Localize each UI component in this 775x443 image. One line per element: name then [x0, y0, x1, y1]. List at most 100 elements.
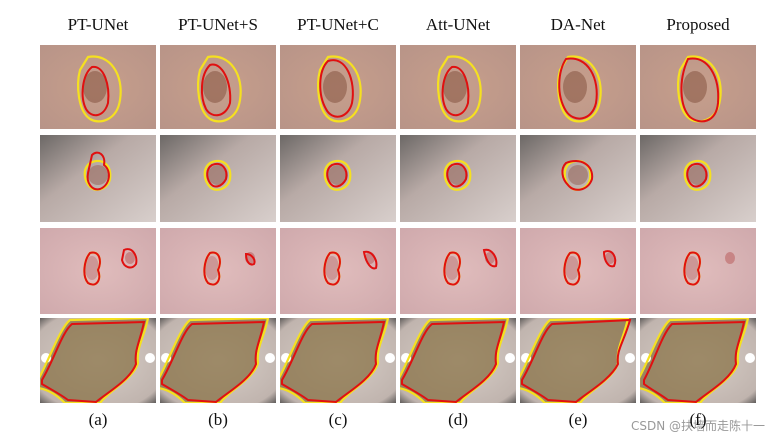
image-cell [520, 135, 636, 222]
column-header: PT-UNet+C [297, 15, 379, 34]
lesion [83, 71, 107, 103]
image [520, 135, 636, 222]
lesion [565, 256, 579, 280]
image [40, 318, 156, 403]
prediction-contour [561, 160, 594, 191]
prediction-contour [319, 59, 354, 118]
image [160, 318, 276, 403]
image-cell [160, 45, 276, 129]
glare [505, 353, 515, 363]
prediction-contour [83, 248, 138, 286]
image [280, 135, 396, 222]
column-header: PT-UNet+S [178, 15, 258, 34]
image [40, 45, 156, 129]
lesion [520, 318, 628, 403]
prediction-contour [521, 318, 632, 403]
column-header: DA-Net [551, 15, 606, 34]
image-cell [640, 135, 756, 222]
column-label: (d) [448, 410, 468, 429]
image [400, 135, 516, 222]
column-label: (e) [569, 410, 588, 429]
lesion [563, 71, 587, 103]
prediction-contour [563, 250, 617, 286]
prediction-contour [558, 57, 598, 120]
image-cell [160, 318, 276, 403]
image [640, 228, 756, 314]
image-cell [40, 318, 156, 403]
image-cell [640, 318, 756, 403]
prediction-contour [206, 163, 228, 188]
lesion [125, 252, 135, 264]
image [40, 228, 156, 314]
prediction-contour [401, 320, 506, 403]
column-label: (b) [208, 410, 228, 429]
lesion [205, 256, 219, 280]
image [40, 135, 156, 222]
lesion [85, 256, 99, 280]
prediction-contour [643, 320, 746, 403]
image [400, 45, 516, 129]
image-cell [160, 135, 276, 222]
ground-truth-contour [437, 55, 482, 123]
image [520, 228, 636, 314]
glare [145, 353, 155, 363]
image [640, 135, 756, 222]
glare [385, 353, 395, 363]
lesion [445, 256, 459, 280]
ground-truth-contour [203, 159, 232, 191]
image-cell [160, 228, 276, 314]
ground-truth-contour [557, 55, 602, 123]
ground-truth-contour [77, 55, 122, 123]
prediction-contour [203, 251, 256, 286]
image [640, 318, 756, 403]
column-header: Proposed [666, 15, 730, 34]
image-cell [640, 45, 756, 129]
image [280, 228, 396, 314]
lesion [683, 71, 707, 103]
lesion [568, 165, 588, 185]
prediction-contour [680, 57, 720, 123]
image-cell [520, 228, 636, 314]
lesion [328, 165, 348, 185]
prediction-contour [41, 320, 146, 403]
column-label: (f) [690, 410, 707, 429]
ground-truth-contour [280, 318, 390, 403]
image-cell [400, 228, 516, 314]
prediction-contour [161, 320, 266, 403]
ground-truth-contour [197, 55, 242, 123]
image [640, 45, 756, 129]
image-cell [400, 45, 516, 129]
ground-truth-contour [400, 318, 510, 403]
image-cell [40, 135, 156, 222]
image [520, 318, 636, 403]
lesion [448, 165, 468, 185]
glare [745, 353, 755, 363]
lesion [203, 71, 227, 103]
prediction-contour [86, 151, 110, 191]
lesion [443, 71, 467, 103]
image [400, 228, 516, 314]
ground-truth-contour [640, 318, 750, 403]
lesion [88, 165, 108, 185]
image-cell [520, 318, 636, 403]
column-header: Att-UNet [426, 15, 490, 34]
ground-truth-contour [317, 55, 362, 123]
image-cell [280, 135, 396, 222]
image [280, 45, 396, 129]
ground-truth-contour [683, 159, 712, 191]
prediction-contour [326, 163, 348, 188]
lesion [208, 165, 228, 185]
glare [625, 353, 635, 363]
image-cell [40, 228, 156, 314]
prediction-contour [81, 65, 110, 117]
lesion [325, 256, 339, 280]
image [280, 318, 396, 403]
ground-truth-contour [323, 159, 352, 191]
image-cell [280, 318, 396, 403]
lesion [685, 256, 699, 280]
image [520, 45, 636, 129]
ground-truth-contour [443, 159, 472, 191]
image [160, 135, 276, 222]
image-cell [400, 318, 516, 403]
